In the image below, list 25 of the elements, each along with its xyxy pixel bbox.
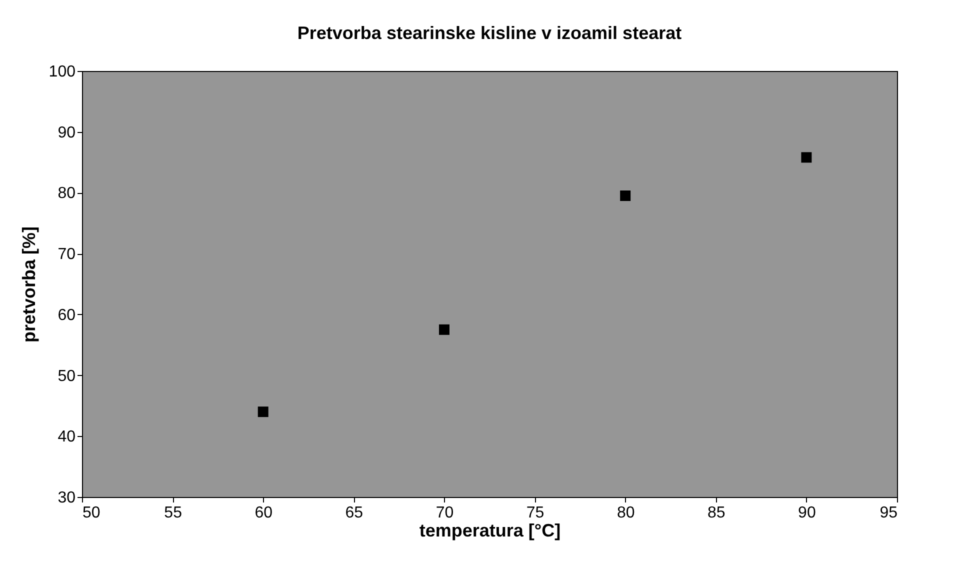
x-tick-label: 75 — [526, 504, 544, 522]
x-tick-label: 65 — [345, 504, 364, 522]
x-tick-label: 60 — [254, 504, 273, 522]
point — [438, 324, 450, 335]
x-tick-label: 80 — [616, 504, 635, 522]
x-tick-label: 95 — [880, 504, 898, 522]
y-tick-label: 100 — [48, 64, 76, 80]
point — [258, 406, 268, 418]
y-axis-title: pretvorba [%] — [18, 226, 39, 343]
y-tick-label: 50 — [58, 368, 76, 385]
x-tick-label: 50 — [82, 504, 100, 522]
x-tick-label: 70 — [436, 504, 454, 522]
y-tick-label: 80 — [58, 185, 76, 202]
y-tick-label: 40 — [58, 428, 76, 446]
y-tick-label: 90 — [58, 124, 76, 142]
point — [620, 190, 631, 201]
y-tick-label: 70 — [58, 246, 76, 264]
y-tick-label: 30 — [58, 490, 76, 506]
x-tick-label: 55 — [164, 504, 182, 522]
x-axis-title: temperatura [°C] — [419, 520, 561, 540]
x-tick-label: 85 — [707, 504, 726, 522]
y-tick-label: 60 — [58, 306, 76, 324]
point — [801, 152, 812, 163]
chart-title: Pretvorba stearinske kisline v izoamil stearat — [297, 23, 682, 43]
x-tick-label: 90 — [798, 504, 816, 522]
